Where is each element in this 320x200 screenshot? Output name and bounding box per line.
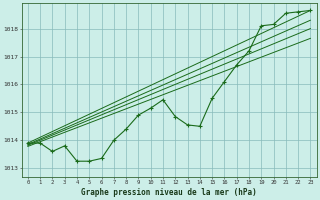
X-axis label: Graphe pression niveau de la mer (hPa): Graphe pression niveau de la mer (hPa) (81, 188, 257, 197)
